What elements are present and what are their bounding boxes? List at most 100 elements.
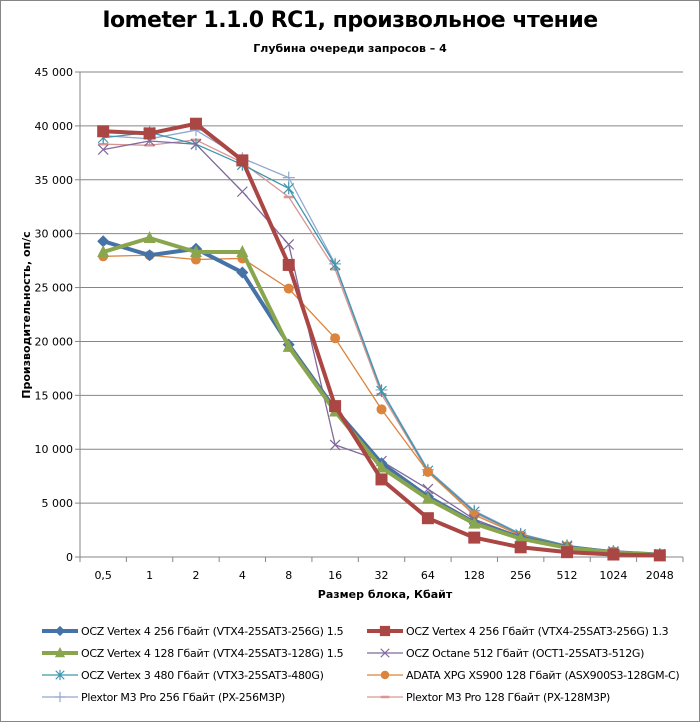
triangle-marker [189,244,202,257]
circle-marker [283,283,294,294]
star-marker [283,182,295,195]
legend-item: OCZ Vertex 4 128 Гбайт (VTX4-25SAT3-128G… [40,642,344,664]
series-5 [97,126,666,561]
x-tick-label: 128 [464,569,485,582]
series-line [102,239,660,557]
legend-item: Plextor M3 Pro 256 Гбайт (PX-256M3P) [40,686,285,708]
x-tick-label: 64 [421,569,435,582]
square-marker [282,258,295,271]
star-marker [329,258,341,271]
dash-legend-symbol-icon [367,695,403,699]
triangle-marker [282,339,295,352]
y-tick-label: 30 000 [35,228,74,241]
star-marker [55,669,65,681]
x-marker [329,439,341,451]
legend-label: Plextor M3 Pro 256 Гбайт (PX-256M3P) [81,690,286,704]
triangle-marker [54,647,66,658]
square-marker [236,154,249,167]
x-tick-label: 2048 [646,569,674,582]
diamond-marker [97,235,110,248]
legend-item: OCZ Octane 512 Гбайт (OCT1-25SAT3-512G) [365,642,644,664]
x-tick-label: 16 [328,569,342,582]
series-line [103,121,660,558]
x-marker [236,186,248,198]
plus-legend-symbol-icon [42,691,78,703]
plus-marker [54,691,66,703]
square-marker [189,117,202,130]
diamond-marker [236,266,249,279]
y-tick-labels: 0 5 000 10 000 15 000 20 000 25 000 30 000 35 0… [35,66,74,564]
plus-marker [282,171,295,184]
y-axis-label: Производительность, оп/с [20,231,33,398]
legend-label: OCZ Vertex 4 256 Гбайт (VTX4-25SAT3-256G… [406,624,669,638]
diamond-marker [143,249,156,262]
series-lines [97,117,666,562]
circle-marker [380,670,390,680]
axes [79,72,684,562]
legend-item: ADATA XPG XS900 128 Гбайт (ASX900S3-128G… [365,664,680,686]
x-legend-symbol-icon [367,648,403,658]
chart-title: Iometer 1.1.0 RC1, произвольное чтение [102,8,598,33]
x-tick-label: 8 [285,569,292,582]
y-tick-label: 35 000 [35,174,74,187]
square-marker [143,127,156,140]
legend-label: ADATA XPG XS900 128 Гбайт (ASX900S3-128G… [406,668,680,682]
legend-label: Plextor M3 Pro 128 Гбайт (PX-128M3P) [406,690,611,704]
legend-item: OCZ Vertex 4 256 Гбайт (VTX4-25SAT3-256G… [40,620,344,642]
x-tick-label: 4 [239,569,246,582]
triangle-marker [97,244,110,257]
x-tick-label: 32 [375,569,389,582]
star-legend-symbol-icon [42,669,78,681]
legend-label: OCZ Vertex 4 256 Гбайт (VTX4-25SAT3-256G… [81,624,344,638]
circle-marker [376,404,387,415]
square-marker [375,473,388,486]
square-marker [653,549,666,562]
triangle-marker [236,244,249,257]
square-marker [421,512,434,525]
circle-marker [190,254,201,265]
legend-label: OCZ Vertex 3 480 Гбайт (VTX3-25SAT3-480G… [81,668,324,682]
x-marker [190,138,202,150]
x-marker [97,144,109,156]
series-2 [97,117,666,562]
series-line [103,129,660,555]
triangle-legend-symbol-icon [42,647,78,658]
legend-item: OCZ Vertex 4 256 Гбайт (VTX4-25SAT3-256G… [365,620,669,642]
x-tick-label: 256 [510,569,531,582]
y-tick-label: 15 000 [35,389,74,402]
y-tick-label: 5 000 [42,497,74,510]
series-line [103,140,660,556]
x-tick-label: 1 [146,569,153,582]
triangle-marker [421,491,434,504]
x-tick-label: 1024 [599,569,627,582]
legend-label: OCZ Octane 512 Гбайт (OCT1-25SAT3-512G) [406,646,645,660]
diamond-marker [54,625,66,637]
series-8 [98,138,665,556]
x-axis-label: Размер блока, Кбайт [318,588,453,601]
series-line [103,131,660,555]
y-tick-label: 45 000 [35,66,74,79]
triangle-marker [143,230,156,243]
circle-marker [330,333,341,344]
diamond-legend-symbol-icon [42,625,78,637]
legend-label: OCZ Vertex 4 128 Гбайт (VTX4-25SAT3-128G… [81,646,344,660]
square-marker [607,548,620,561]
triangle-marker [468,516,481,529]
x-marker [283,239,295,250]
series-7 [97,124,666,561]
y-tick-label: 25 000 [35,282,74,295]
gridlines [75,71,683,558]
series-line [103,139,660,555]
y-tick-label: 0 [66,551,73,564]
y-tick-label: 20 000 [35,335,74,348]
square-marker [329,400,342,413]
x-marker [380,648,390,658]
legend-item: Plextor M3 Pro 128 Гбайт (PX-128M3P) [365,686,610,708]
y-tick-label: 10 000 [35,443,74,456]
triangle-marker [375,460,388,473]
circle-legend-symbol-icon [367,670,403,680]
x-tick-label: 512 [557,569,578,582]
chart-subtitle: Глубина очереди запросов – 4 [253,42,447,55]
series-4 [97,135,666,560]
